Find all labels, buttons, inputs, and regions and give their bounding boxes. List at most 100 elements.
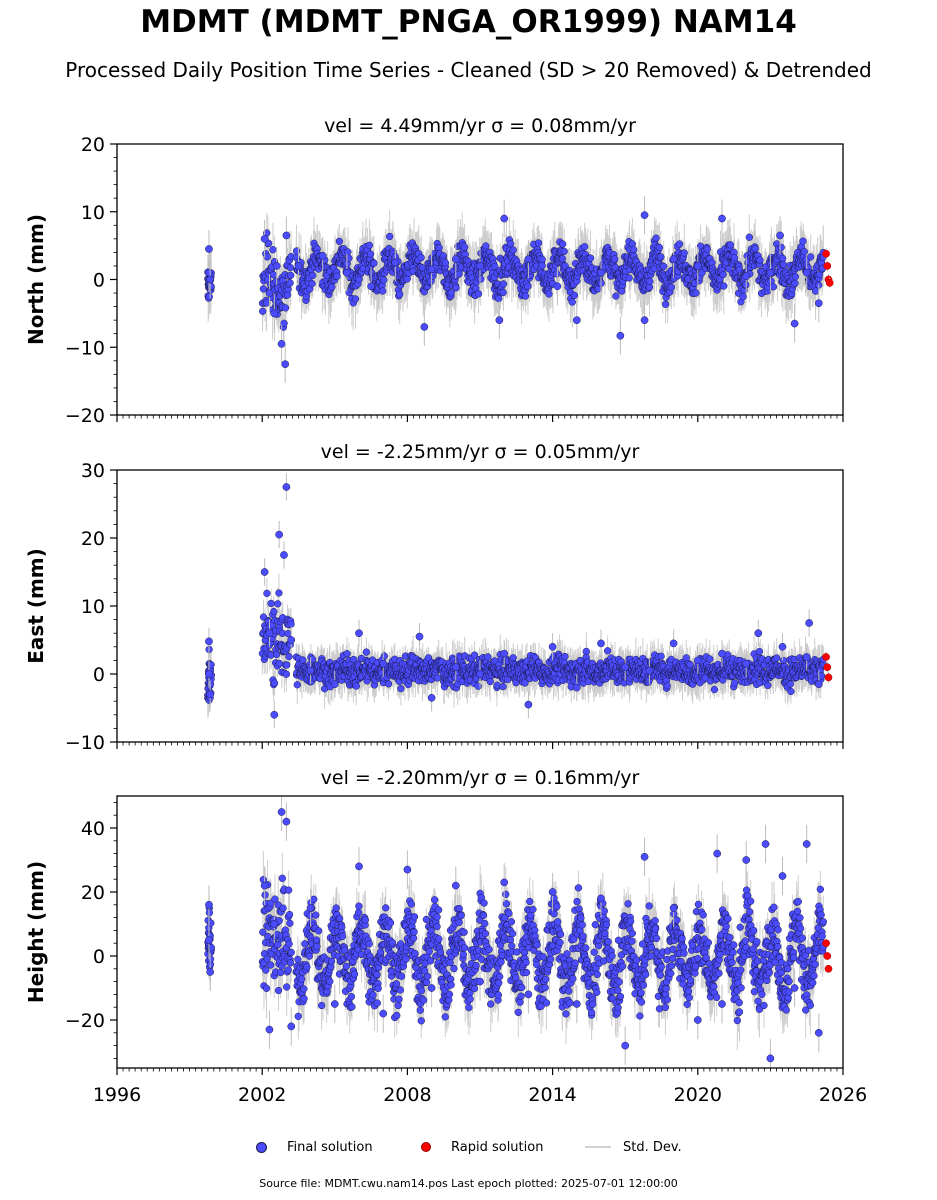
final-point [568, 298, 576, 306]
final-point [286, 279, 294, 287]
final-point [692, 289, 700, 297]
final-point [335, 237, 344, 246]
final-point [380, 276, 388, 284]
final-point [655, 243, 664, 252]
final-point [343, 268, 351, 277]
final-point [680, 249, 688, 257]
final-point [272, 650, 281, 659]
final-point [524, 282, 532, 290]
rapid-point [825, 279, 834, 287]
rapid-point [823, 262, 832, 270]
final-point [284, 630, 292, 638]
final-point [270, 679, 279, 687]
final-point [777, 243, 785, 252]
final-point [281, 304, 290, 312]
plot-area [204, 196, 834, 384]
final-point [521, 292, 530, 300]
final-point [791, 273, 800, 281]
final-point [427, 265, 436, 274]
final-point [779, 254, 787, 263]
y-tick-label: −10 [65, 337, 105, 359]
final-point [616, 331, 625, 340]
final-point [270, 309, 279, 318]
final-point [720, 282, 728, 290]
final-point [718, 214, 726, 223]
final-point [811, 287, 820, 295]
final-point [366, 250, 375, 258]
final-point [509, 246, 517, 254]
final-point [386, 232, 394, 241]
final-point [499, 280, 508, 288]
final-point [476, 262, 484, 270]
final-point [367, 282, 375, 291]
final-point [751, 245, 759, 253]
final-point [275, 659, 283, 668]
final-point [756, 256, 764, 264]
final-point [269, 271, 278, 279]
final-point [660, 262, 668, 271]
final-point [790, 319, 799, 328]
plot-area [204, 473, 833, 729]
final-point [802, 268, 811, 277]
final-point [263, 299, 271, 307]
final-point [669, 255, 678, 264]
final-point [272, 262, 281, 270]
final-point [495, 294, 503, 303]
final-point [281, 360, 290, 369]
final-point [640, 211, 649, 219]
final-point [693, 262, 702, 270]
y-tick-label: 20 [81, 134, 105, 156]
final-point [269, 246, 277, 254]
y-axis: 20 10 0 −10 −20 [65, 134, 117, 427]
final-point [275, 589, 283, 597]
final-point [308, 655, 317, 663]
final-point [799, 237, 807, 245]
final-point [482, 242, 490, 250]
final-point [545, 290, 553, 298]
final-point [506, 240, 515, 248]
panel-title: vel = 4.49mm/yr σ = 0.08mm/yr [324, 115, 636, 137]
stddev-bars [207, 573, 824, 719]
final-point [435, 244, 443, 252]
final-point [538, 262, 546, 270]
final-point [618, 287, 626, 295]
final-point [570, 291, 579, 300]
final-point [282, 231, 291, 240]
final-cloud [204, 589, 828, 704]
final-point [263, 589, 271, 598]
final-point [205, 293, 213, 301]
final-point [205, 245, 213, 253]
panel-north: 20 10 0 −10 −20 North (mm) vel = 4.49mm/yr σ =… [24, 115, 844, 427]
final-point [779, 261, 788, 269]
x-axis [116, 415, 844, 422]
final-point [800, 247, 808, 256]
final-point [538, 255, 546, 264]
final-point [726, 241, 735, 249]
final-point [333, 272, 341, 280]
final-point [379, 287, 387, 295]
final-point [294, 262, 303, 270]
final-point [657, 253, 665, 261]
final-point [560, 247, 568, 256]
final-point [495, 316, 504, 324]
final-point [807, 253, 815, 261]
final-point [205, 268, 213, 277]
final-point [652, 234, 660, 242]
final-point [524, 255, 533, 264]
final-point [451, 255, 460, 264]
final-point [280, 319, 288, 327]
y-tick-label: 10 [81, 202, 105, 224]
final-point [580, 243, 589, 251]
final-point [417, 253, 425, 262]
final-point [534, 239, 543, 247]
final-point [259, 307, 267, 315]
final-point [267, 599, 275, 608]
final-point [441, 259, 450, 267]
final-point [474, 290, 483, 298]
final-point [274, 600, 282, 608]
final-point [286, 263, 295, 272]
final-point [776, 231, 784, 240]
final-point [572, 316, 581, 324]
y-tick-label: 0 [93, 270, 105, 292]
